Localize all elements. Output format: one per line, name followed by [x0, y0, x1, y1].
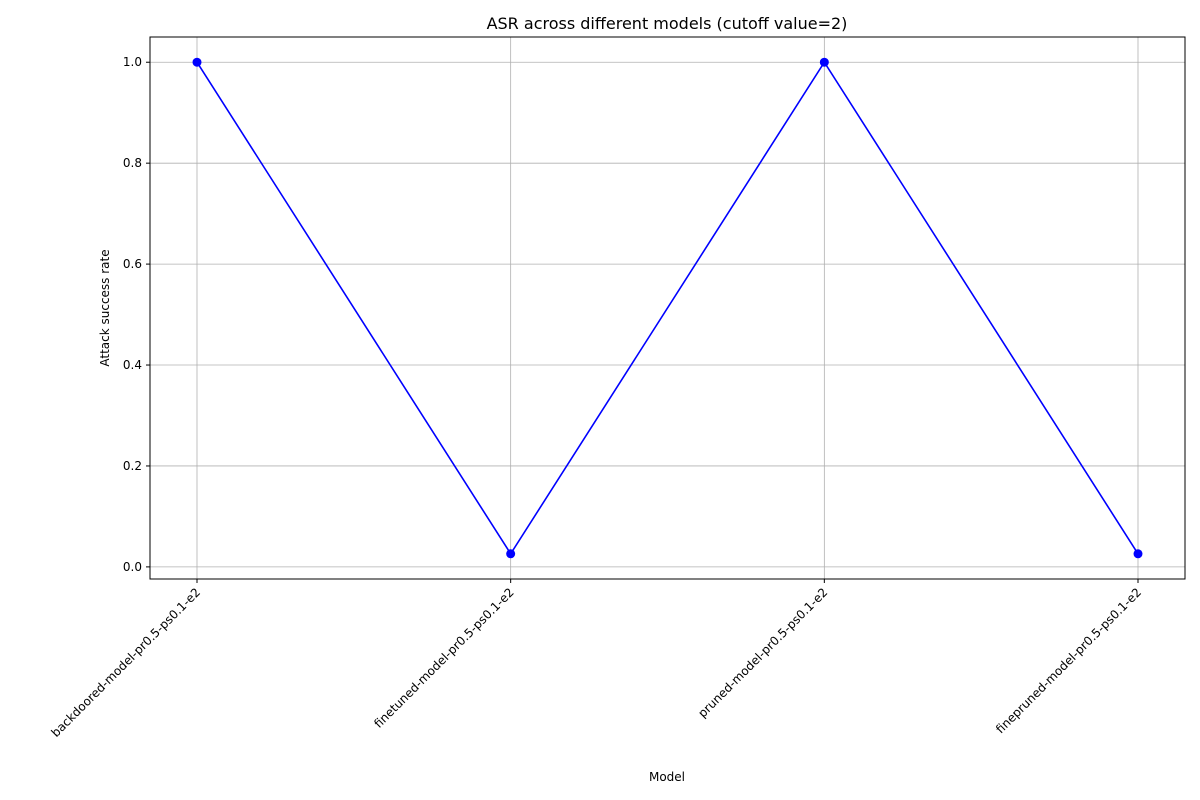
- y-tick-label: 1.0: [123, 55, 142, 69]
- plot-frame: [149, 36, 1186, 580]
- x-tick-label: backdoored-model-pr0.5-ps0.1-e2: [48, 585, 203, 740]
- y-axis-label: Attack success rate: [98, 249, 112, 366]
- x-tick-label: finepruned-model-pr0.5-ps0.1-e2: [993, 585, 1144, 736]
- grid: [150, 37, 1185, 579]
- x-axis-label: Model: [649, 770, 685, 784]
- y-tick-label: 0.4: [123, 358, 142, 372]
- data-point: [819, 57, 829, 67]
- data-point: [1133, 549, 1143, 559]
- y-tick-label: 0.0: [123, 560, 142, 574]
- x-tick-label: finetuned-model-pr0.5-ps0.1-e2: [371, 585, 516, 730]
- y-tick-label: 0.8: [123, 156, 142, 170]
- data-point: [506, 549, 516, 559]
- y-tick-label: 0.2: [123, 459, 142, 473]
- chart-title: ASR across different models (cutoff valu…: [487, 14, 848, 33]
- x-axis: backdoored-model-pr0.5-ps0.1-e2 finetuned…: [48, 579, 1144, 740]
- data-point: [192, 57, 202, 67]
- series-line: [196, 60, 1139, 556]
- y-axis: 0.0 0.2 0.4 0.6 0.8 1.0: [123, 55, 150, 574]
- y-tick-label: 0.6: [123, 257, 142, 271]
- series-layer: [192, 57, 1143, 559]
- x-tick-label: pruned-model-pr0.5-ps0.1-e2: [695, 585, 830, 720]
